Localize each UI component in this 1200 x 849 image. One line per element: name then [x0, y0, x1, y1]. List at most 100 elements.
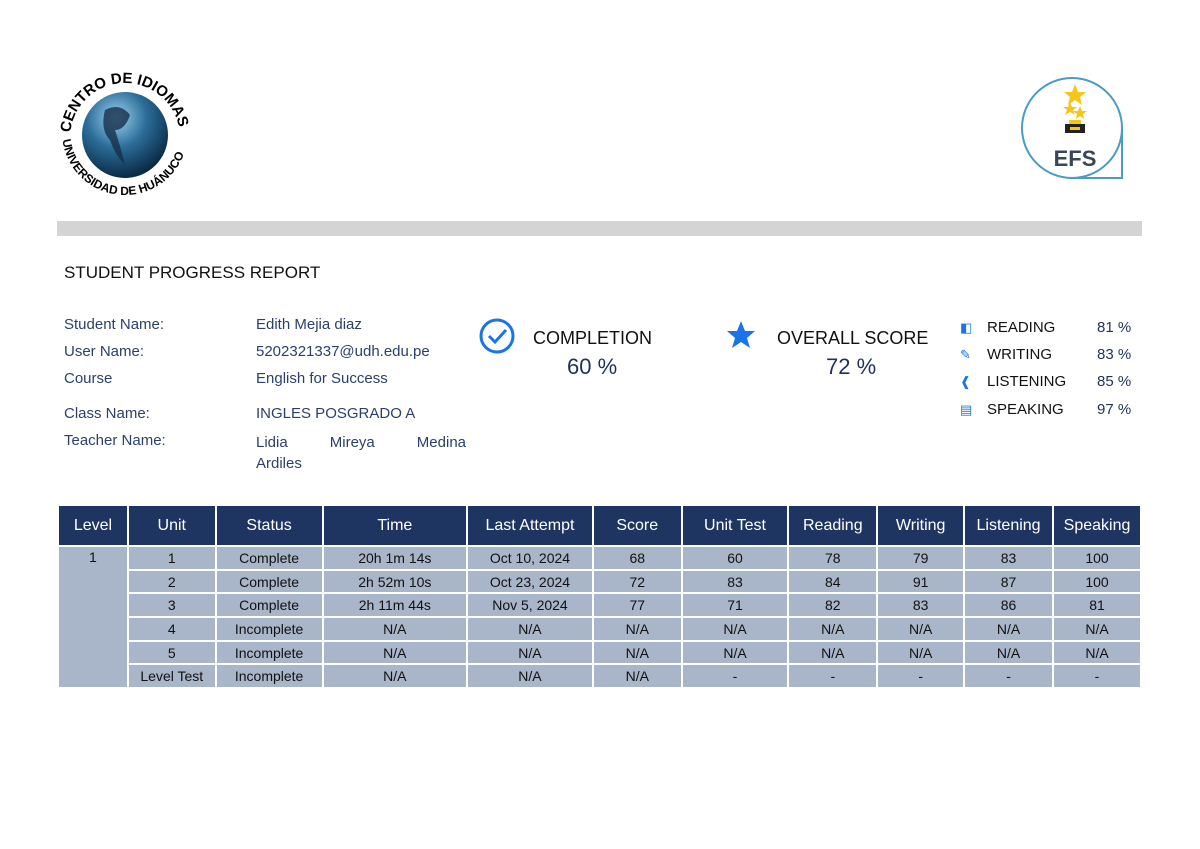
table-cell: -	[680, 663, 790, 690]
table-cell: Complete	[214, 568, 324, 595]
table-row: 2 Complete 2h 52m 10s Oct 23, 2024 72 83 84 91 8…	[58, 568, 1142, 595]
student-name-label: Student Name:	[64, 316, 165, 333]
skill-reading: ◧ READING 81 %	[960, 319, 1131, 336]
table-cell: 83	[963, 545, 1055, 571]
table-cell: Incomplete	[214, 663, 324, 690]
table-cell: 84	[787, 568, 879, 595]
table-cell: 4	[126, 616, 217, 642]
table-cell: 71	[680, 592, 790, 619]
header-divider-bar	[57, 221, 1142, 236]
table-cell: N/A	[321, 663, 469, 690]
overall-score-value: 72 %	[826, 354, 877, 379]
table-cell: N/A	[466, 639, 594, 666]
table-cell: 1	[126, 545, 217, 571]
column-header: Unit Test	[680, 504, 790, 547]
skill-value: 97 %	[1097, 401, 1132, 418]
table-cell: Incomplete	[214, 616, 324, 642]
column-header: Time	[321, 504, 469, 547]
course-label: Course	[64, 370, 113, 387]
skill-listening: ❰ LISTENING 85 %	[960, 373, 1131, 390]
table-cell: 2h 11m 44s	[321, 592, 469, 619]
table-cell: N/A	[787, 616, 879, 642]
book-icon: ◧	[960, 319, 973, 335]
table-row: 5 Incomplete N/A N/A N/A N/A N/A N/A N/A N/A	[58, 639, 1142, 666]
table-cell: 60	[680, 545, 790, 571]
ear-icon: ❰	[960, 373, 971, 389]
class-name-value: INGLES POSGRADO A	[256, 405, 416, 422]
column-header: Score	[591, 504, 683, 547]
table-cell: -	[1052, 663, 1142, 690]
report-title: STUDENT PROGRESS REPORT	[64, 263, 321, 282]
column-header: Reading	[787, 504, 879, 547]
teacher-name-label: Teacher Name:	[64, 432, 166, 449]
chat-icon: ▤	[960, 401, 973, 417]
table-cell: Nov 5, 2024	[466, 592, 594, 619]
table-cell: 82	[787, 592, 879, 619]
table-cell: N/A	[963, 616, 1055, 642]
progress-table: Level Unit Status Time Last Attempt Score Unit…	[57, 504, 1142, 690]
table-cell: 87	[963, 568, 1055, 595]
table-cell: N/A	[591, 639, 683, 666]
skill-value: 81 %	[1097, 319, 1132, 336]
table-row: 3 Complete 2h 11m 44s Nov 5, 2024 77 71 82 83 86…	[58, 592, 1142, 619]
skill-value: 83 %	[1097, 346, 1132, 363]
pencil-icon: ✎	[960, 346, 971, 362]
table-cell: 2	[126, 568, 217, 595]
table-cell: -	[963, 663, 1055, 690]
column-header: Last Attempt	[466, 504, 594, 547]
table-cell: 5	[126, 639, 217, 666]
table-cell: N/A	[591, 663, 683, 690]
skill-speaking: ▤ SPEAKING 97 %	[960, 401, 1131, 418]
table-cell: N/A	[466, 663, 594, 690]
table-cell: -	[876, 663, 966, 690]
table-header-row: Level Unit Status Time Last Attempt Score Unit…	[57, 504, 1142, 547]
table-cell: 68	[591, 545, 683, 571]
centro-de-idiomas-logo: CENTRO DE IDIOMAS UNIVERSIDAD DE HUÁNUCO	[50, 60, 200, 210]
svg-text:EFS: EFS	[1054, 146, 1097, 171]
course-value: English for Success	[256, 370, 388, 387]
table-cell: N/A	[680, 616, 790, 642]
table-cell: 86	[963, 592, 1055, 619]
table-cell: 81	[1052, 592, 1142, 619]
teacher-name-value: Lidia Mireya Medina Ardiles	[256, 434, 470, 472]
star-icon	[726, 320, 756, 355]
student-name-value: Edith Mejia diaz	[256, 316, 362, 333]
column-header: Speaking	[1052, 504, 1142, 547]
table-cell: N/A	[321, 639, 469, 666]
table-cell: Complete	[214, 545, 324, 571]
efs-logo: EFS	[1020, 76, 1124, 180]
table-cell: N/A	[1052, 616, 1142, 642]
table-cell: Oct 10, 2024	[466, 545, 594, 571]
table-cell: 20h 1m 14s	[321, 545, 469, 571]
skill-writing: ✎ WRITING 83 %	[960, 346, 1131, 363]
completion-label: COMPLETION	[533, 328, 653, 348]
table-cell: N/A	[466, 616, 594, 642]
table-cell: 83	[876, 592, 966, 619]
skill-name: SPEAKING	[987, 401, 1064, 418]
table-cell: Oct 23, 2024	[466, 568, 594, 595]
table-cell: 79	[876, 545, 966, 571]
column-header: Writing	[876, 504, 966, 547]
column-header: Listening	[963, 504, 1055, 547]
table-cell: 100	[1052, 545, 1142, 571]
table-cell: Complete	[214, 592, 324, 619]
table-row: 1 1 Complete 20h 1m 14s Oct 10, 2024 68 60 78 79…	[57, 544, 1142, 690]
table-cell: -	[787, 663, 879, 690]
column-header: Unit	[126, 504, 217, 547]
column-header: Status	[214, 504, 324, 547]
skill-name: READING	[987, 319, 1056, 336]
user-name-value: 5202321337@udh.edu.pe	[256, 343, 430, 360]
user-name-label: User Name:	[64, 343, 145, 360]
skill-name: LISTENING	[987, 373, 1067, 390]
table-cell: N/A	[591, 616, 683, 642]
skill-name: WRITING	[987, 346, 1052, 363]
table-cell: 77	[591, 592, 683, 619]
table-cell: 72	[591, 568, 683, 595]
class-name-label: Class Name:	[64, 405, 150, 422]
table-cell: 100	[1052, 568, 1142, 595]
check-circle-icon	[479, 318, 515, 359]
table-cell: 2h 52m 10s	[321, 568, 469, 595]
completion-value: 60 %	[567, 354, 618, 379]
table-cell: N/A	[1052, 639, 1142, 666]
overall-score-label: OVERALL SCORE	[777, 328, 929, 348]
